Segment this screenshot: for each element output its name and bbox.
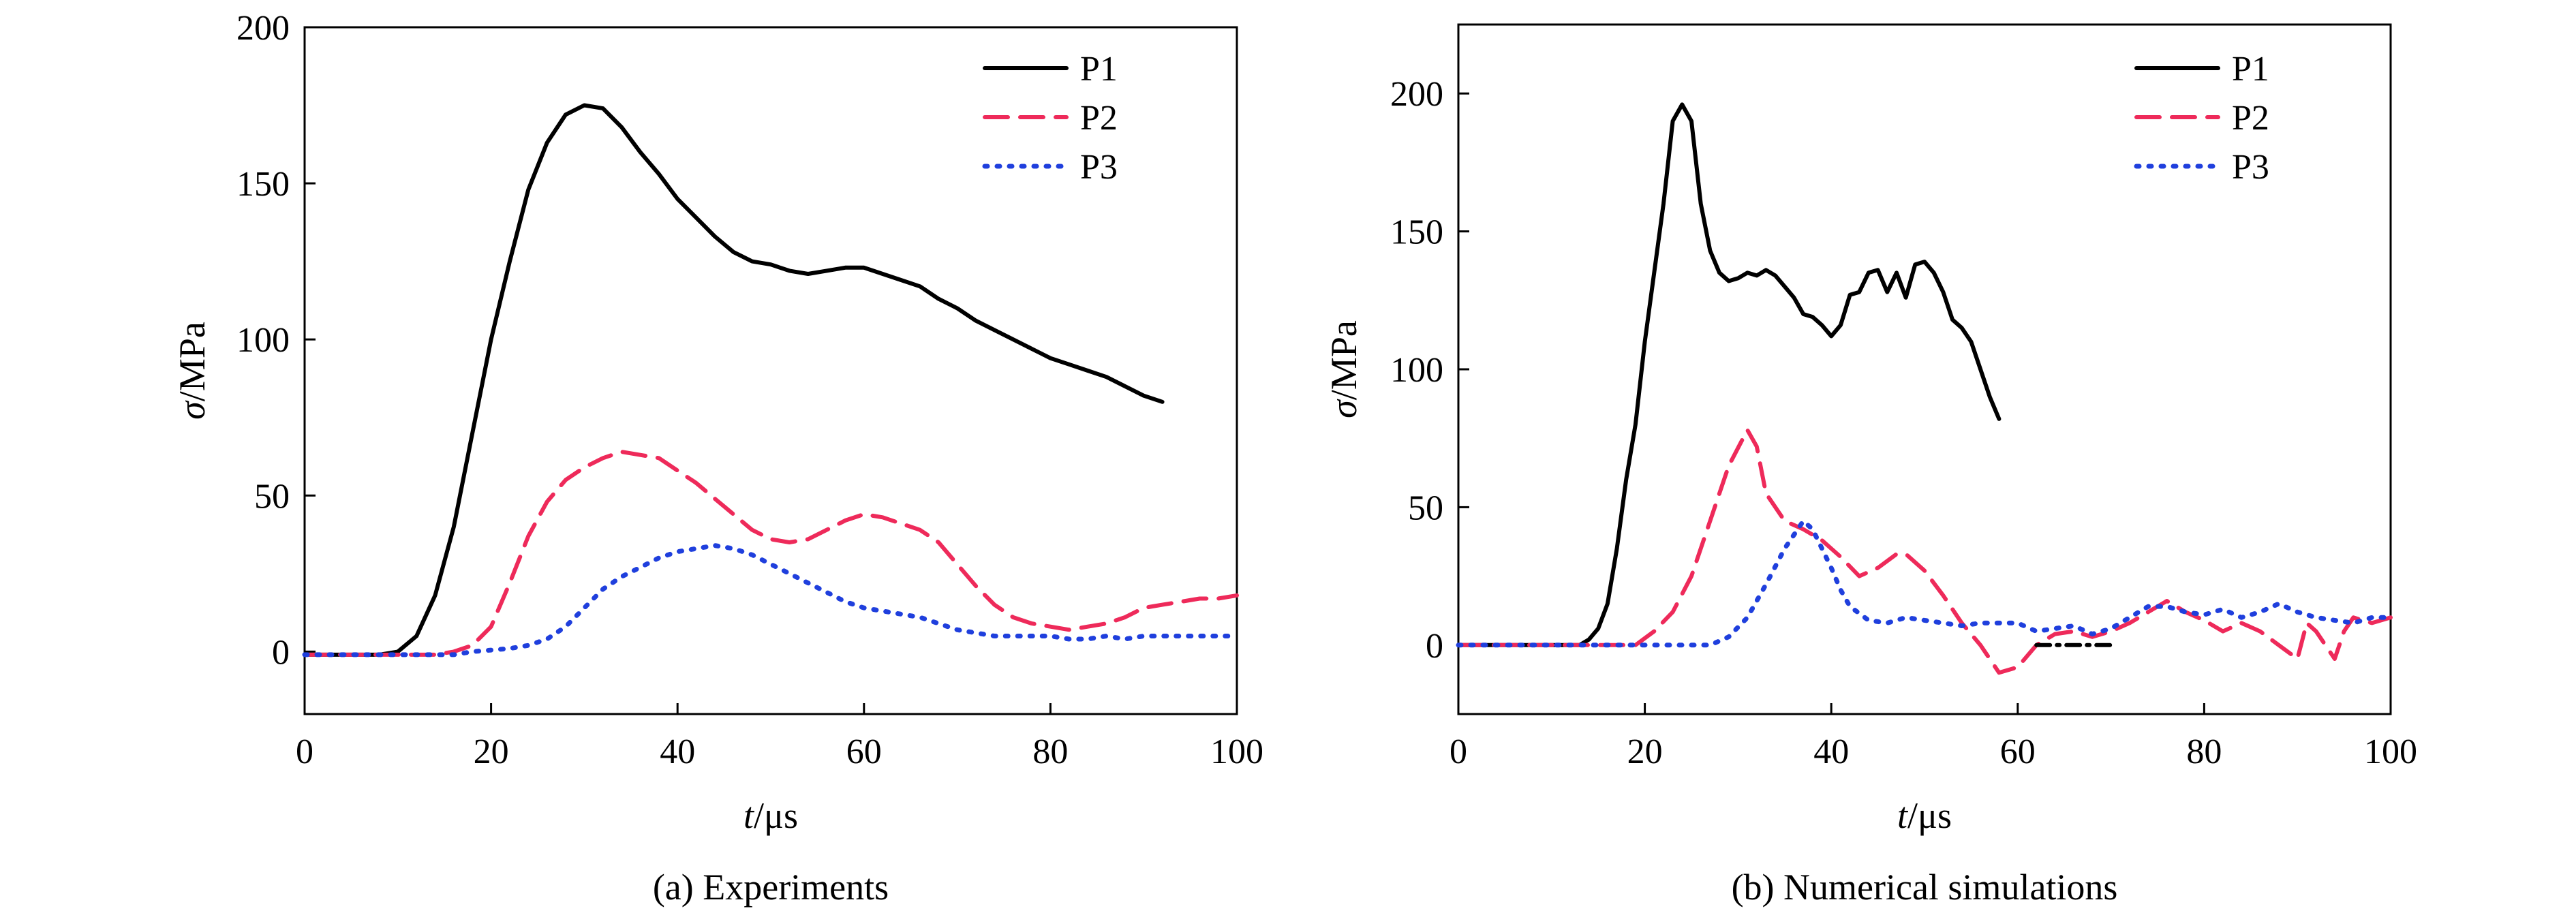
series-line-p2 xyxy=(303,450,1239,657)
legend-label-p1: P1 xyxy=(2232,50,2269,89)
legend-label-p2: P2 xyxy=(2232,99,2269,138)
y-tick-label: 200 xyxy=(236,9,290,48)
series-line-p1 xyxy=(303,103,1165,657)
panel-numerical-simulations: 0 20 40 60 80 100 0 50 100 150 200 P1 P2 P3 t/μs σ/M… xyxy=(1323,23,2417,908)
x-tick-label: 20 xyxy=(1627,732,1663,771)
y-tick-label: 150 xyxy=(236,165,290,204)
x-tick-label: 0 xyxy=(1450,732,1467,771)
x-tick-label: 100 xyxy=(1210,732,1263,771)
y-tick-label: 200 xyxy=(1390,75,1443,114)
x-tick-label: 60 xyxy=(846,732,882,771)
series-line-p3 xyxy=(1456,519,2393,648)
x-tick-label: 80 xyxy=(1032,732,1068,771)
panel-experiments: 0 20 40 60 80 100 0 50 100 150 200 P1 P2 P3 t/μs σ/M… xyxy=(172,9,1263,908)
legend-label-p2: P2 xyxy=(1080,99,1118,138)
x-tick-label: 80 xyxy=(2186,732,2222,771)
series-lines-b xyxy=(1456,102,2393,675)
x-axis-label-a: t/μs xyxy=(743,795,798,836)
legend-a: P1 P2 P3 xyxy=(982,50,1118,187)
y-tick-label: 150 xyxy=(1390,213,1443,252)
x-axis-label-b: t/μs xyxy=(1897,795,1952,836)
series-line-p1 xyxy=(1456,102,2002,647)
axis-ticks-b: 0 20 40 60 80 100 0 50 100 150 200 xyxy=(1390,75,2417,771)
legend-label-p1: P1 xyxy=(1080,50,1118,89)
x-tick-label: 40 xyxy=(1813,732,1849,771)
y-tick-label: 50 xyxy=(1408,489,1443,527)
y-tick-label: 0 xyxy=(272,633,290,672)
series-line-p2 xyxy=(1456,428,2393,675)
x-tick-label: 0 xyxy=(296,732,313,771)
legend-label-p3: P3 xyxy=(2232,148,2269,187)
legend-b: P1 P2 P3 xyxy=(2134,50,2269,187)
y-tick-label: 100 xyxy=(236,321,290,360)
x-tick-label: 20 xyxy=(474,732,509,771)
y-axis-label-a: σ/MPa xyxy=(172,322,213,420)
y-tick-label: 100 xyxy=(1390,351,1443,390)
y-tick-label: 0 xyxy=(1426,627,1443,666)
x-tick-label: 40 xyxy=(660,732,695,771)
x-tick-label: 60 xyxy=(2000,732,2036,771)
series-lines-a xyxy=(302,103,1240,657)
plot-frame-a xyxy=(303,26,1238,715)
y-tick-label: 50 xyxy=(254,477,290,516)
series-line-p3 xyxy=(302,543,1240,657)
x-tick-label: 100 xyxy=(2364,732,2417,771)
caption-b: (b) Numerical simulations xyxy=(1732,867,2118,908)
caption-a: (a) Experiments xyxy=(653,867,889,908)
axis-ticks-a: 0 20 40 60 80 100 0 50 100 150 200 xyxy=(236,9,1263,771)
legend-label-p3: P3 xyxy=(1080,148,1118,187)
y-axis-label-b: σ/MPa xyxy=(1323,320,1364,418)
